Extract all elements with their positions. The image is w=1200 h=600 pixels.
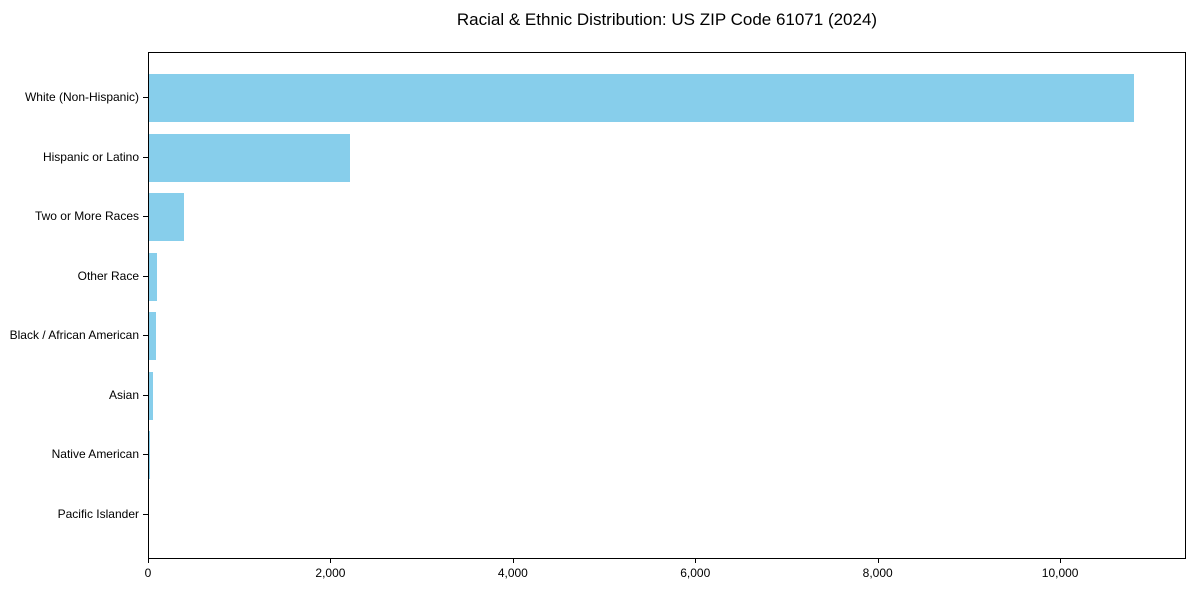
- bar-white-non-hispanic: [149, 74, 1135, 122]
- x-tick-mark: [695, 559, 697, 563]
- x-tick-label-6000: 6,000: [680, 566, 711, 580]
- bar-hispanic-or-latino: [149, 133, 350, 182]
- x-tick-mark: [148, 559, 149, 563]
- y-tick-label-two-or-more-races: Two or More Races: [34, 209, 139, 224]
- x-tick-mark: [512, 559, 514, 563]
- bar-native-american: [149, 431, 150, 480]
- x-tick-label-0: 0: [144, 566, 152, 580]
- x-tick-label-2000: 2,000: [315, 566, 346, 580]
- y-tick-label-other-race: Other Race: [77, 268, 139, 283]
- y-tick-label-hispanic-or-latino: Hispanic or Latino: [42, 149, 139, 164]
- x-tick-label-8000: 8,000: [862, 566, 893, 580]
- x-tick-mark: [330, 559, 332, 563]
- bar-other-race: [149, 252, 158, 301]
- bar-two-or-more-races: [149, 193, 185, 242]
- y-tick-mark: [143, 275, 148, 277]
- bar-black-african-american: [149, 312, 156, 361]
- y-tick-mark: [143, 97, 148, 98]
- x-tick-label-10000: 10,000: [1041, 566, 1079, 580]
- y-tick-label-black-african-american: Black / African American: [9, 328, 139, 343]
- x-tick-mark: [877, 559, 879, 563]
- x-tick-label-4000: 4,000: [497, 566, 528, 580]
- y-tick-mark: [143, 335, 148, 337]
- y-tick-mark: [143, 394, 148, 396]
- y-tick-mark: [143, 514, 148, 515]
- y-tick-mark: [143, 216, 148, 218]
- y-tick-label-asian: Asian: [108, 387, 139, 402]
- y-tick-label-pacific-islander: Pacific Islander: [57, 507, 139, 521]
- chart-title: Racial & Ethnic Distribution: US ZIP Cod…: [456, 10, 878, 29]
- y-tick-mark: [143, 454, 148, 456]
- y-tick-mark: [143, 156, 148, 158]
- x-tick-mark: [1060, 559, 1062, 563]
- y-tick-label-white-non-hispanic: White (Non-Hispanic): [24, 90, 139, 104]
- plot-area: [148, 52, 1186, 559]
- bar-asian: [149, 371, 153, 420]
- y-tick-label-native-american: Native American: [51, 447, 139, 462]
